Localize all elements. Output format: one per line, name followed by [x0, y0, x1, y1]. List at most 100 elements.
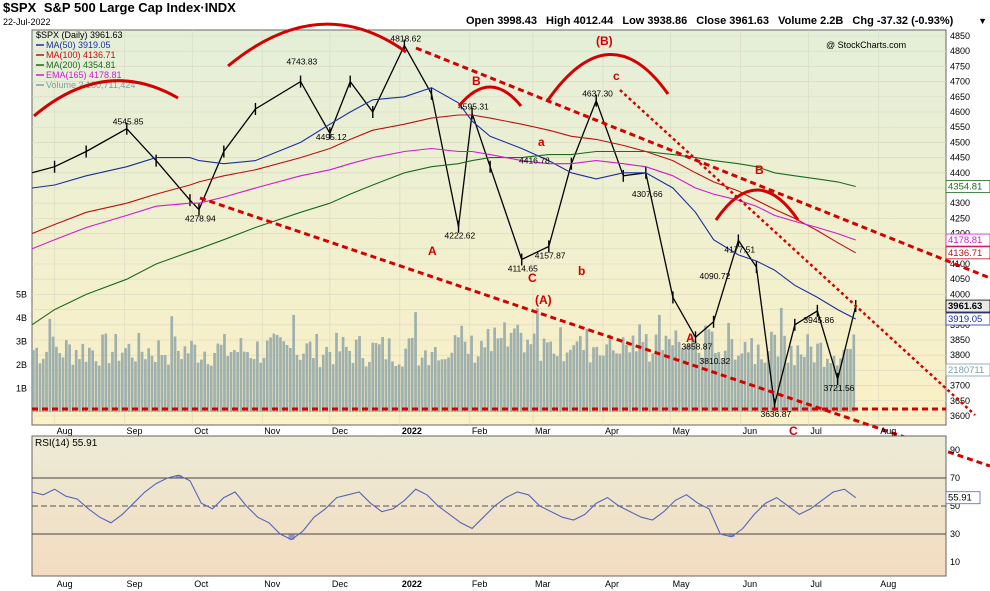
volume-bar [776, 356, 780, 412]
volume-bar [526, 339, 529, 412]
volume-bar [401, 366, 404, 412]
volume-bar [420, 357, 424, 412]
y-tick-label: 4600 [950, 107, 970, 117]
volume-bar [328, 351, 332, 412]
volume-bar [147, 348, 151, 412]
volume-bar [64, 340, 68, 412]
chart-date: 22-Jul-2022 [3, 17, 51, 27]
price-value-label: 4416.78 [519, 156, 550, 166]
volume-bar [279, 337, 282, 412]
watermark: @ StockCharts.com [826, 40, 906, 50]
series-line-ma-200 [32, 150, 856, 326]
wave-label: (B) [596, 34, 613, 48]
volume-bar [463, 341, 467, 412]
volume-bar [269, 337, 272, 412]
rsi-tick-label: 10 [950, 557, 960, 567]
volume-bar [631, 335, 635, 412]
volume-bar [460, 325, 464, 412]
volume-bar [822, 366, 826, 412]
volume-bar [852, 334, 856, 412]
volume-bar [275, 335, 279, 412]
volume-bar [654, 334, 658, 412]
y-tick-label: 3650 [950, 396, 970, 406]
value-flag [945, 233, 990, 247]
volume-bar [239, 338, 243, 412]
legend-item: $SPX (Daily) 3961.63 [36, 30, 123, 40]
volume-bar [773, 334, 777, 412]
volume-bar [499, 337, 503, 412]
volume-bar [605, 344, 609, 412]
volume-bar [176, 350, 180, 412]
y-tick-label: 3800 [950, 350, 970, 360]
volume-bar [157, 340, 160, 412]
volume-bar [697, 352, 701, 412]
volume-bar [256, 341, 259, 412]
x-tick-label: Dec [332, 579, 349, 589]
volume-bar [282, 341, 286, 412]
price-value-label: 3721.56 [824, 383, 855, 393]
x-tick-label: Aug [57, 579, 73, 589]
volume-bar [120, 352, 124, 412]
x-tick-label: Nov [264, 426, 281, 436]
volume-bar [849, 348, 852, 412]
volume-bar [229, 352, 233, 412]
volume-bar [588, 362, 592, 412]
x-tick-label: Sep [127, 579, 143, 589]
volume-bar [803, 356, 806, 412]
y-tick-label: 4850 [950, 31, 970, 41]
volume-bar [163, 355, 167, 412]
volume-bar [717, 352, 721, 412]
volume-bar [130, 357, 134, 412]
y-tick-label: 4200 [950, 229, 970, 239]
volume-bar [335, 332, 338, 412]
volume-bar [539, 360, 543, 412]
volume-bar [602, 355, 605, 412]
volume-bars [32, 307, 856, 412]
volume-bar [173, 336, 177, 412]
volume-bar [816, 343, 819, 412]
price-value-label: 4743.83 [287, 56, 318, 66]
y-tick-label: 4650 [950, 92, 970, 102]
volume-bar [437, 360, 440, 412]
wave-label: C [789, 424, 798, 438]
volume-bar [812, 362, 816, 412]
price-series [32, 39, 857, 411]
volume-bar [48, 318, 52, 412]
dropdown-marker-icon[interactable]: ▼ [978, 16, 987, 26]
wave-label: b [578, 264, 585, 278]
volume-bar [473, 362, 477, 412]
wave-label: c [613, 69, 620, 83]
volume-y-axis: 1B 2B 3B 4B 5B [16, 290, 27, 394]
volume-bar [289, 347, 292, 412]
volume-bar [71, 364, 75, 412]
volume-bar [180, 359, 183, 412]
volume-bar [799, 354, 803, 412]
rsi-tick-label: 90 [950, 445, 960, 455]
volume-bar [447, 357, 450, 412]
volume-bar [391, 361, 394, 412]
rsi-value-flag-label: 55.91 [948, 493, 972, 504]
y-tick-label: 3600 [950, 411, 970, 421]
volume-bar [414, 312, 417, 412]
volume-bar [246, 352, 249, 412]
wave-label: B [755, 163, 764, 177]
volume-bar [318, 367, 322, 412]
volume-tick-label: 2B [16, 360, 27, 370]
volume-bar [489, 351, 493, 412]
volume-bar [644, 334, 648, 412]
series-line-ema-165 [32, 147, 856, 250]
volume-bar [832, 355, 836, 412]
rsi-y-axis: 10 30 50 70 90 55.91 [945, 445, 981, 567]
volume-bar [341, 336, 345, 412]
volume-bar [140, 351, 144, 412]
volume-bar [582, 350, 585, 412]
y-tick-label: 4000 [950, 289, 970, 299]
y-tick-label: 4550 [950, 122, 970, 132]
volume-bar [542, 338, 546, 412]
volume-bar [611, 350, 615, 412]
volume-bar [196, 362, 200, 412]
value-flag-label: 2180711 [948, 365, 984, 376]
volume-bar [720, 358, 724, 412]
volume-bar [312, 358, 315, 412]
volume-bar [213, 352, 216, 412]
